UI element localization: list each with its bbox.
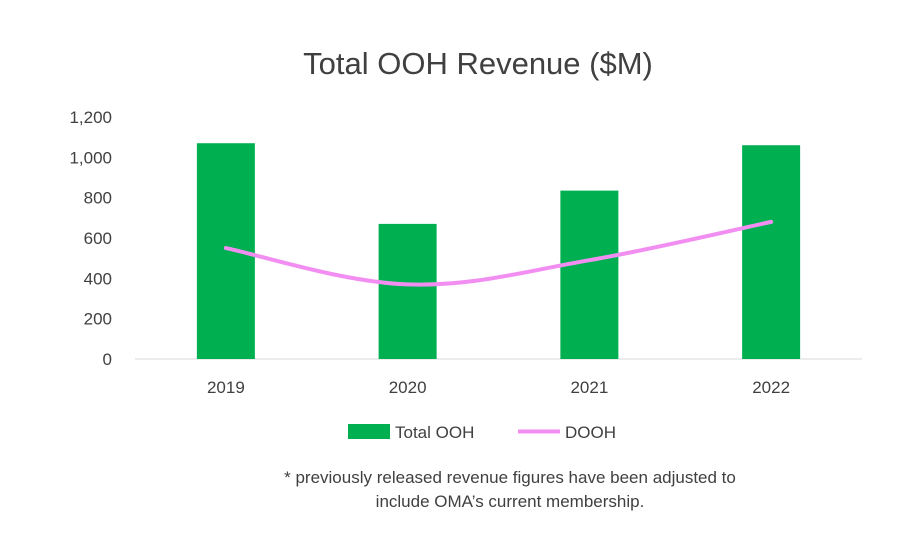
x-tick-label: 2020 <box>389 378 427 397</box>
legend: Total OOH DOOH <box>348 423 616 442</box>
dooh-line <box>223 219 774 287</box>
footnote-line-1: * previously released revenue figures ha… <box>284 468 736 487</box>
y-tick-label: 400 <box>84 269 112 288</box>
legend-swatch-total-ooh <box>348 424 390 439</box>
y-tick-label: 200 <box>84 310 112 329</box>
bar-total-ooh-2022 <box>742 145 801 359</box>
y-axis-ticks: 0 200 400 600 800 1,000 1,200 <box>69 108 112 369</box>
footnote-line-2: include OMA’s current membership. <box>375 492 645 511</box>
bars <box>196 143 801 359</box>
legend-label-dooh: DOOH <box>565 423 616 442</box>
y-tick-label: 600 <box>84 229 112 248</box>
bar-total-ooh-2020 <box>378 223 437 359</box>
y-tick-label: 0 <box>103 350 112 369</box>
bar-total-ooh-2021 <box>560 190 619 359</box>
footnote: * previously released revenue figures ha… <box>160 466 860 514</box>
x-axis-ticks: 2019 2020 2021 2022 <box>207 378 790 397</box>
x-tick-label: 2019 <box>207 378 245 397</box>
chart-title: Total OOH Revenue ($M) <box>303 46 653 81</box>
x-tick-label: 2021 <box>570 378 608 397</box>
dooh-line-series <box>223 219 774 287</box>
legend-label-total-ooh: Total OOH <box>395 423 474 442</box>
y-tick-label: 1,200 <box>69 108 112 127</box>
x-tick-label: 2022 <box>752 378 790 397</box>
y-tick-label: 1,000 <box>69 148 112 167</box>
y-tick-label: 800 <box>84 189 112 208</box>
